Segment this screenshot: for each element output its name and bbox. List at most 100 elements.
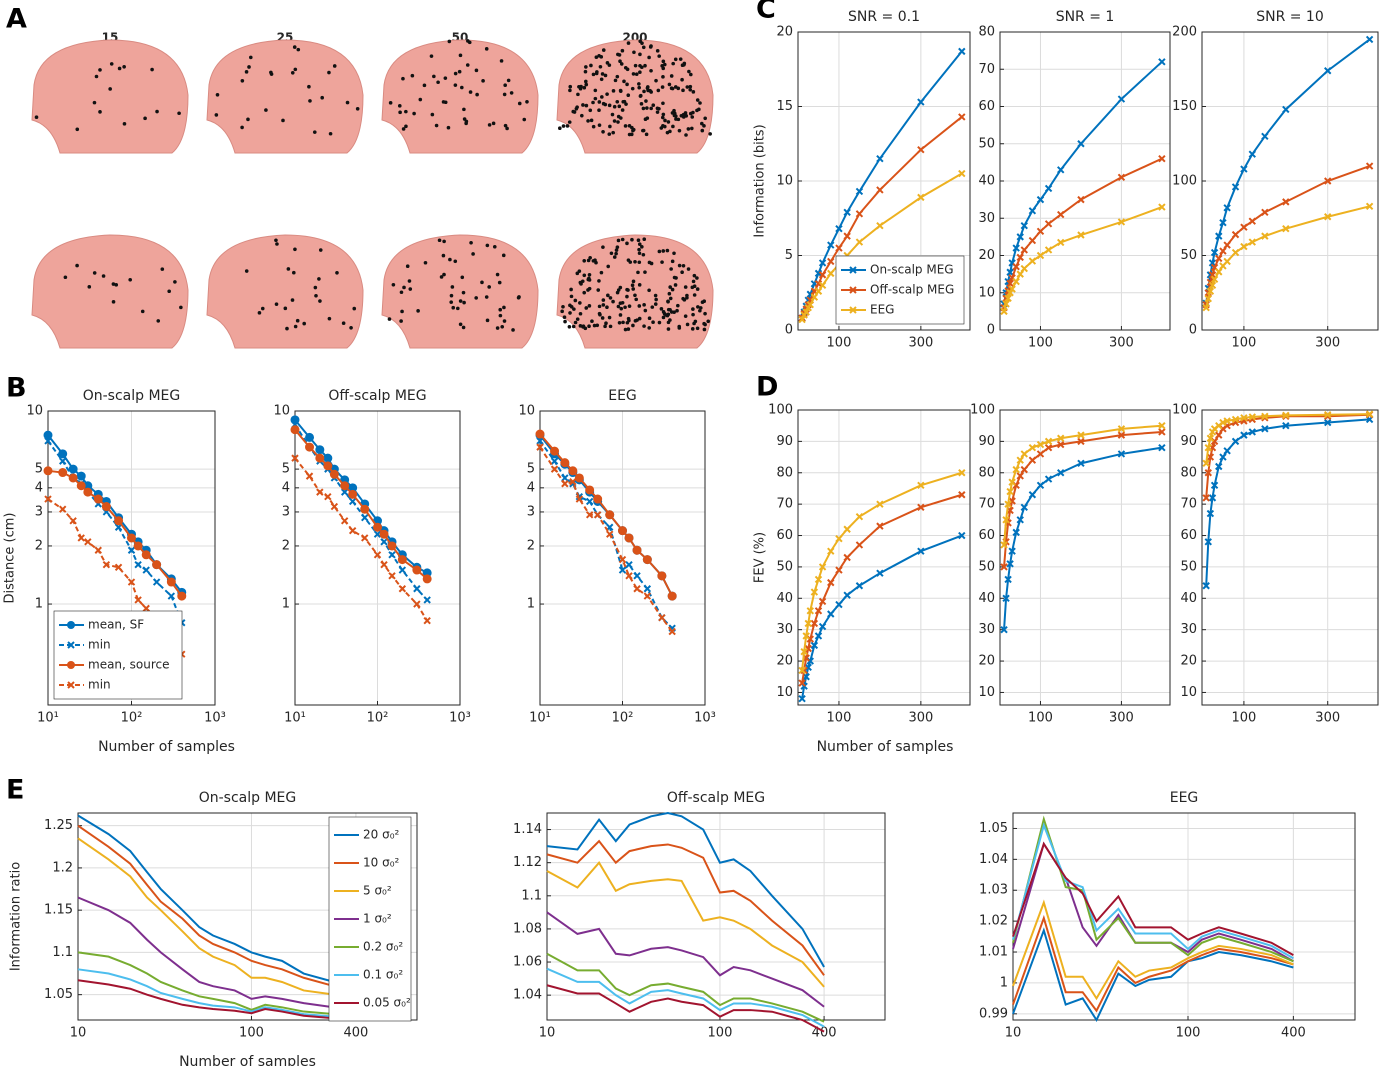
- y-tick-label: 3: [282, 504, 290, 519]
- marker: [114, 516, 124, 526]
- electrode: [495, 272, 500, 277]
- y-tick-label: 3: [35, 504, 43, 519]
- marker: [323, 453, 333, 463]
- marker: [585, 485, 595, 495]
- marker: [818, 563, 827, 571]
- marker: [618, 526, 627, 536]
- electrode: [660, 85, 665, 89]
- electrode: [633, 319, 638, 323]
- legend-label: 5 σ₀²: [363, 884, 392, 898]
- electrode: [643, 308, 648, 313]
- y-tick-label: 60: [1180, 528, 1197, 543]
- series-line: [546, 984, 825, 1033]
- marker: [1006, 487, 1014, 496]
- electrode: [292, 270, 296, 275]
- electrode: [335, 270, 339, 275]
- electrode: [590, 319, 594, 323]
- marker: [1044, 443, 1053, 452]
- marker: [291, 454, 299, 462]
- electrode: [569, 305, 574, 309]
- electrode: [293, 247, 297, 252]
- marker: [668, 627, 676, 636]
- marker: [1215, 268, 1223, 276]
- legend-marker: [849, 286, 857, 294]
- electrode: [290, 298, 295, 302]
- electrode: [651, 103, 656, 108]
- electrode: [466, 39, 470, 43]
- electrode: [637, 316, 642, 321]
- x-tick-label: 400: [1281, 1026, 1306, 1041]
- marker: [127, 533, 136, 543]
- electrode: [640, 245, 644, 249]
- y-tick-label: 0: [785, 323, 793, 338]
- electrode: [695, 276, 699, 280]
- marker: [618, 566, 627, 574]
- y-tick-label: 4: [527, 480, 535, 495]
- electrode: [642, 303, 646, 307]
- marker: [876, 569, 884, 577]
- x-tick-label: 100: [827, 711, 852, 726]
- plot-frame: [77, 812, 418, 1021]
- marker: [360, 504, 370, 514]
- electrode: [462, 300, 466, 305]
- marker: [134, 596, 142, 604]
- electrode: [702, 299, 707, 303]
- x-tick-label: 10: [70, 1026, 87, 1041]
- marker: [814, 575, 823, 584]
- electrode: [575, 105, 579, 109]
- electrode: [656, 88, 661, 93]
- marker: [1261, 132, 1269, 141]
- marker: [1004, 500, 1012, 508]
- x-tick-label: 100: [708, 1026, 733, 1041]
- marker: [1206, 453, 1215, 461]
- x-tick-label: 400: [343, 1026, 368, 1041]
- electrode: [349, 326, 353, 330]
- electrode: [246, 117, 250, 122]
- electrode: [558, 126, 562, 131]
- electrode: [248, 55, 253, 60]
- marker: [1020, 503, 1028, 511]
- marker: [1020, 450, 1028, 458]
- marker: [876, 221, 884, 230]
- electrode: [617, 53, 622, 57]
- marker: [1210, 275, 1219, 284]
- electrode: [662, 124, 667, 129]
- electrode: [167, 289, 171, 294]
- electrode: [596, 288, 601, 292]
- marker: [1223, 257, 1231, 266]
- plot-area: [546, 812, 886, 1021]
- series-line: [77, 896, 357, 1013]
- y-tick-label: 10: [776, 685, 793, 700]
- electrode: [626, 93, 631, 98]
- electrode: [502, 319, 507, 323]
- marker: [1202, 582, 1210, 590]
- plot-frame: [1012, 812, 1356, 1021]
- electrode: [591, 100, 595, 105]
- series-line: [77, 837, 357, 1000]
- electrode: [625, 82, 629, 87]
- electrode: [685, 322, 690, 327]
- marker: [1012, 528, 1020, 537]
- electrode: [240, 79, 245, 83]
- marker: [1324, 177, 1332, 185]
- electrode: [269, 70, 273, 75]
- marker: [843, 553, 851, 562]
- marker: [373, 551, 382, 559]
- marker: [1282, 198, 1290, 206]
- head: [31, 39, 189, 154]
- marker: [818, 622, 827, 631]
- electrode: [617, 320, 622, 325]
- electrode: [457, 69, 462, 74]
- marker: [348, 489, 358, 499]
- marker: [843, 525, 851, 533]
- electrode: [666, 327, 671, 331]
- electrode: [34, 115, 39, 120]
- marker: [802, 308, 810, 316]
- electrode: [582, 290, 587, 295]
- marker: [141, 550, 151, 560]
- electrode: [576, 92, 580, 97]
- electrode: [575, 317, 580, 321]
- electrode: [98, 110, 102, 114]
- marker: [1365, 202, 1374, 211]
- electrode: [485, 318, 490, 323]
